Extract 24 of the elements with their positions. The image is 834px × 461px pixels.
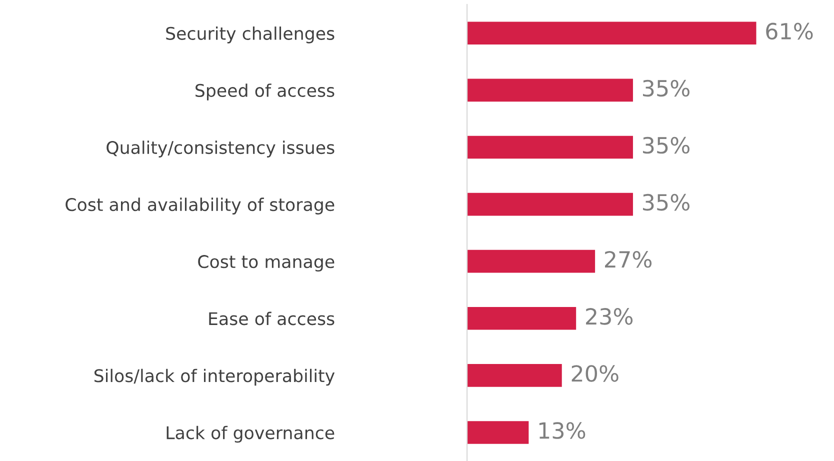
- y-tick-label: Ease of access: [209, 312, 334, 326]
- y-tick-label: Cost to manage: [198, 255, 334, 272]
- y-tick-label: Quality/consistency issues: [106, 140, 334, 158]
- bar: [467, 306, 576, 330]
- data-label: 20%: [572, 365, 618, 382]
- data-label: 35%: [643, 136, 690, 154]
- bar: [467, 364, 562, 387]
- data-label: 27%: [605, 250, 652, 268]
- y-tick-label: Silos/lack of interoperability: [94, 368, 335, 386]
- bar: [467, 421, 529, 444]
- data-label: 35%: [643, 80, 690, 97]
- data-label: 23%: [586, 308, 633, 325]
- bar: [467, 250, 596, 273]
- data-label: 13%: [539, 422, 586, 439]
- bar: [467, 78, 633, 102]
- bar: [467, 192, 633, 216]
- data-label: 35%: [643, 194, 690, 211]
- data-label: 61%: [766, 22, 813, 40]
- y-tick-label: Cost and availability of storage: [66, 198, 334, 214]
- y-tick-label: Security challenges: [166, 26, 334, 44]
- bar: [467, 22, 756, 45]
- bar: [467, 136, 633, 159]
- y-tick-label: Speed of access: [196, 84, 334, 100]
- y-tick-label: Lack of governance: [166, 426, 334, 443]
